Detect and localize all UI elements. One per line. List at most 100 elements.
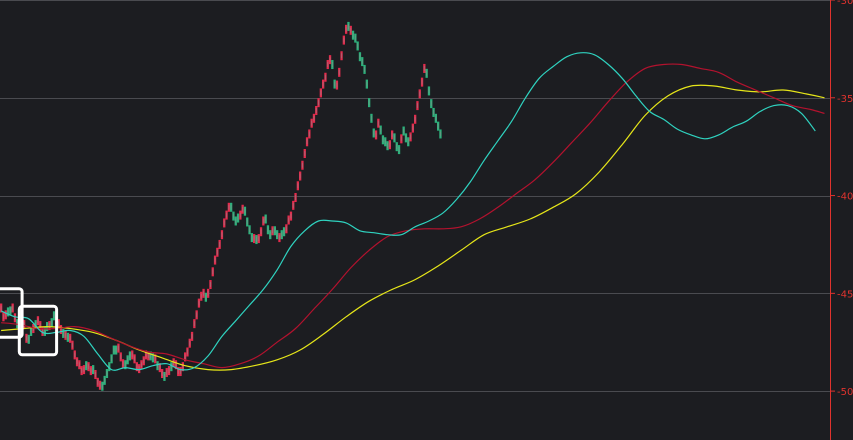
brick-body <box>216 249 218 255</box>
brick-body <box>403 128 405 134</box>
brick-body <box>357 43 359 49</box>
brick-body <box>297 183 299 189</box>
brick-body <box>423 65 425 71</box>
brick-body <box>62 330 64 336</box>
brick-body <box>253 236 255 242</box>
brick-body <box>25 335 27 341</box>
brick-body <box>32 326 34 332</box>
brick-body <box>343 37 345 43</box>
brick-body <box>145 352 147 358</box>
brick-body <box>283 229 285 235</box>
brick-body <box>410 134 412 140</box>
brick-body <box>354 35 356 41</box>
brick-body <box>147 353 149 359</box>
brick-body <box>380 127 382 133</box>
brick-body <box>276 232 278 238</box>
brick-body <box>180 369 182 375</box>
brick-body <box>345 26 347 32</box>
brick-body <box>315 107 317 113</box>
highlight-box <box>0 287 24 339</box>
brick-body <box>334 81 336 87</box>
brick-body <box>226 212 228 218</box>
brick-body <box>239 212 241 218</box>
brick-body <box>113 347 115 353</box>
brick-body <box>400 136 402 142</box>
brick-body <box>23 322 25 328</box>
brick-body <box>237 215 239 221</box>
brick-body <box>212 269 214 275</box>
brick-body <box>189 340 191 346</box>
brick-body <box>44 328 46 334</box>
brick-body <box>249 227 251 233</box>
moving-average-lines <box>0 52 825 371</box>
brick-body <box>377 120 379 126</box>
brick-body <box>435 115 437 121</box>
brick-body <box>421 79 423 85</box>
brick-body <box>235 218 237 224</box>
brick-body <box>370 115 372 121</box>
brick-body <box>0 305 2 311</box>
brick-body <box>161 371 163 377</box>
brick-body <box>124 362 126 368</box>
brick-body <box>285 226 287 232</box>
brick-body <box>336 82 338 88</box>
brick-body <box>329 57 331 63</box>
brick-body <box>60 327 62 333</box>
brick-body <box>262 218 264 224</box>
brick-body <box>242 206 244 212</box>
brick-body <box>396 144 398 150</box>
brick-body <box>69 335 71 341</box>
brick-body <box>129 353 131 359</box>
brick-body <box>42 328 44 334</box>
brick-body <box>219 241 221 247</box>
brick-body <box>16 321 18 327</box>
brick-body <box>152 355 154 361</box>
brick-body <box>232 213 234 219</box>
y-tick-label: -50 <box>837 387 853 398</box>
brick-body <box>173 360 175 366</box>
brick-body <box>92 367 94 373</box>
brick-body <box>101 383 103 389</box>
brick-body <box>191 333 193 339</box>
brick-body <box>207 290 209 296</box>
brick-body <box>223 220 225 226</box>
brick-body <box>2 314 4 320</box>
y-tick-label: -35 <box>837 94 853 105</box>
brick-body <box>140 362 142 368</box>
brick-body <box>327 62 329 68</box>
brick-body <box>366 81 368 87</box>
brick-body <box>304 151 306 157</box>
brick-body <box>97 379 99 385</box>
brick-body <box>198 300 200 306</box>
brick-body <box>203 290 205 296</box>
brick-body <box>393 135 395 141</box>
brick-body <box>78 362 80 368</box>
brick-body <box>85 363 87 369</box>
brick-body <box>39 323 41 329</box>
brick-body <box>184 354 186 360</box>
brick-body <box>324 74 326 80</box>
y-tick-label: -40 <box>837 192 853 203</box>
price-bricks <box>0 21 442 391</box>
brick-body <box>35 322 37 328</box>
brick-body <box>65 332 67 338</box>
brick-body <box>74 352 76 358</box>
brick-body <box>37 318 39 324</box>
brick-body <box>398 147 400 153</box>
brick-body <box>150 353 152 359</box>
brick-body <box>214 257 216 263</box>
brick-body <box>290 213 292 219</box>
brick-body <box>407 139 409 145</box>
brick-body <box>182 364 184 370</box>
y-tick-label: -45 <box>837 289 853 300</box>
highlight-box <box>17 304 59 357</box>
brick-body <box>389 142 391 148</box>
brick-body <box>7 309 9 315</box>
brick-body <box>209 282 211 288</box>
brick-body <box>28 336 30 342</box>
brick-body <box>186 349 188 355</box>
brick-body <box>405 135 407 141</box>
brick-body <box>111 356 113 362</box>
brick-body <box>159 365 161 371</box>
brick-body <box>288 217 290 223</box>
